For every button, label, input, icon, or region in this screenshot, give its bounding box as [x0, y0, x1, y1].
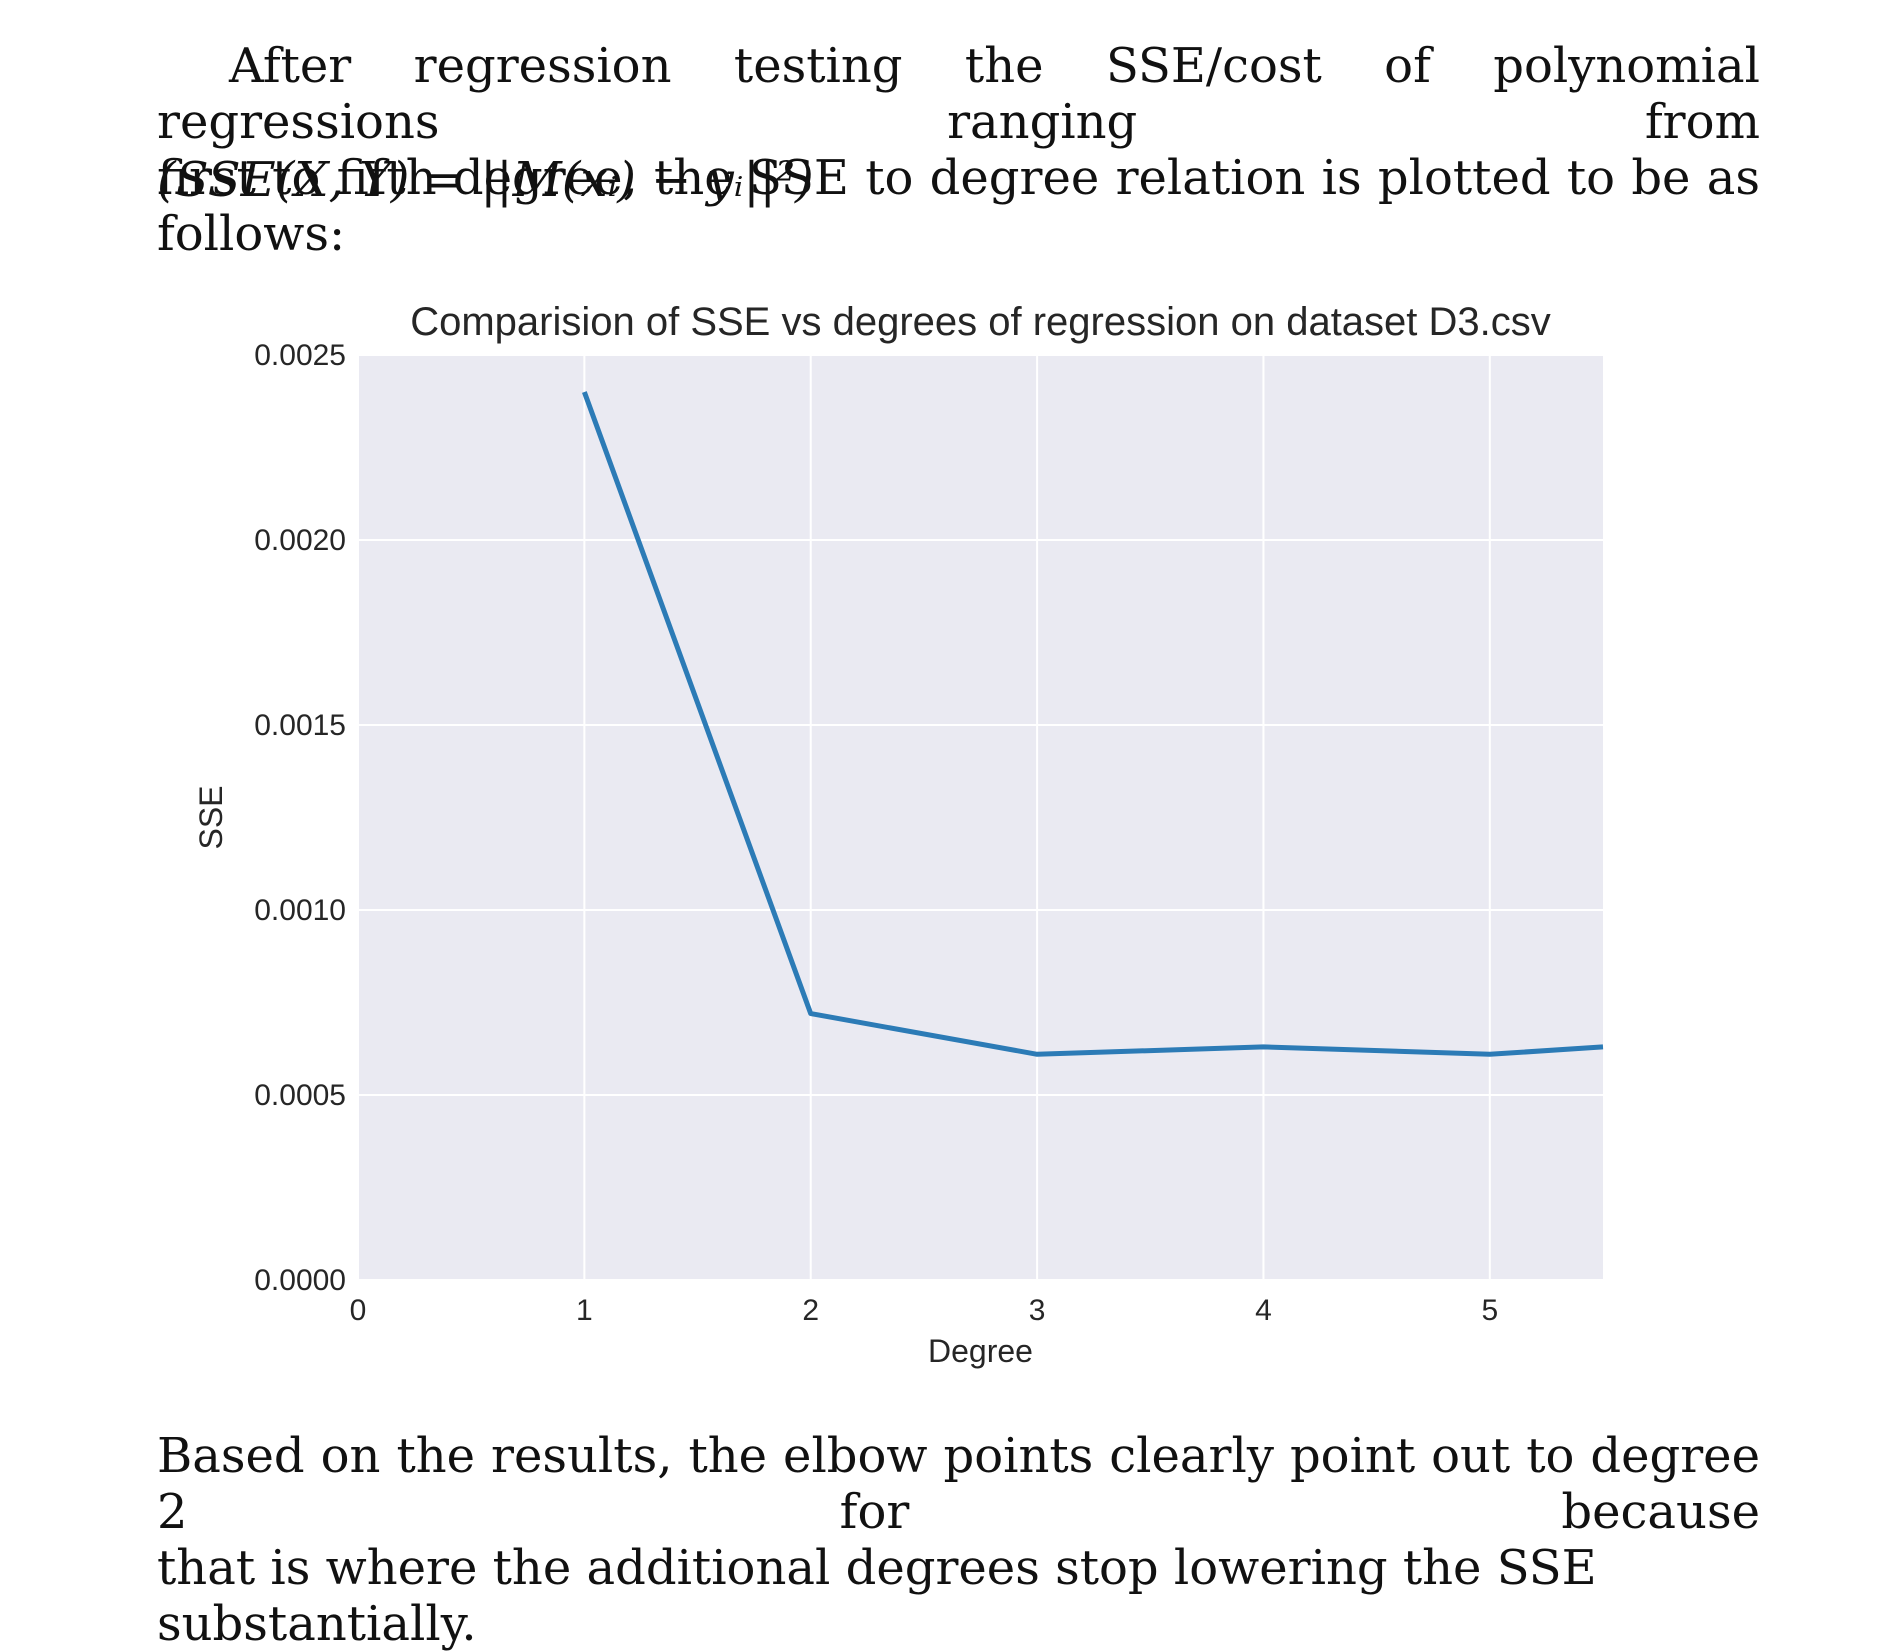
- y-tick-label: 0.0000: [254, 1264, 346, 1297]
- conclusion-line-1: Based on the results, the elbow points c…: [157, 1428, 1760, 1540]
- y-tick-label: 0.0020: [254, 524, 346, 557]
- chart-title: Comparision of SSE vs degrees of regress…: [410, 300, 1551, 344]
- x-tick-label: 5: [1481, 1294, 1498, 1327]
- y-tick-label: 0.0025: [254, 339, 346, 372]
- y-tick-labels: 0.0000 0.0005 0.0010 0.0015 0.0020 0.0025: [254, 339, 346, 1297]
- x-tick-labels: 0 1 2 3 4 5: [350, 1294, 1499, 1327]
- conclusion-paragraph: Based on the results, the elbow points c…: [157, 1428, 1760, 1652]
- x-tick-label: 3: [1029, 1294, 1046, 1327]
- plot-area: [358, 355, 1603, 1280]
- x-tick-label: 0: [350, 1294, 367, 1327]
- y-axis-title: SSE: [193, 785, 229, 849]
- x-tick-label: 1: [576, 1294, 593, 1327]
- y-tick-label: 0.0010: [254, 894, 346, 927]
- x-tick-label: 2: [802, 1294, 819, 1327]
- x-tick-label: 4: [1255, 1294, 1272, 1327]
- x-axis-title: Degree: [928, 1333, 1033, 1369]
- conclusion-line-2: that is where the additional degrees sto…: [157, 1540, 1760, 1652]
- sse-chart: 0.0000 0.0005 0.0010 0.0015 0.0020 0.0025 0 1 2…: [0, 0, 1896, 1400]
- y-tick-label: 0.0015: [254, 709, 346, 742]
- y-tick-label: 0.0005: [254, 1079, 346, 1112]
